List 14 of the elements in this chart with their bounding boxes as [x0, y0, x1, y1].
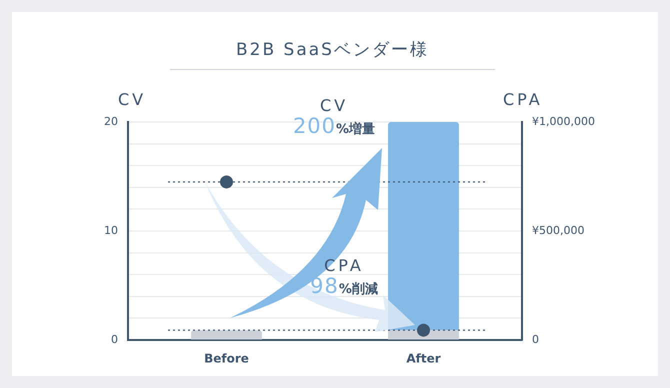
chart-title: B2B SaaSベンダー様: [170, 38, 495, 70]
annotation: 98%削減: [310, 274, 378, 298]
y2-tick-label: ¥1,000,000: [532, 114, 595, 128]
x-tick-label: Before: [204, 351, 249, 366]
y2-axis-title: CPA: [503, 90, 543, 109]
y-tick-label: 10: [104, 224, 118, 237]
annotation: 200%増量: [292, 114, 376, 138]
y-tick-label: 0: [111, 332, 118, 346]
y-tick-label: 20: [104, 114, 118, 128]
y-axis-title: CV: [118, 90, 146, 109]
y2-tick-label: ¥500,000: [532, 224, 584, 237]
text: CV: [320, 96, 348, 115]
y2-tick-label: 0: [532, 332, 539, 346]
x-tick-label: After: [406, 351, 441, 366]
